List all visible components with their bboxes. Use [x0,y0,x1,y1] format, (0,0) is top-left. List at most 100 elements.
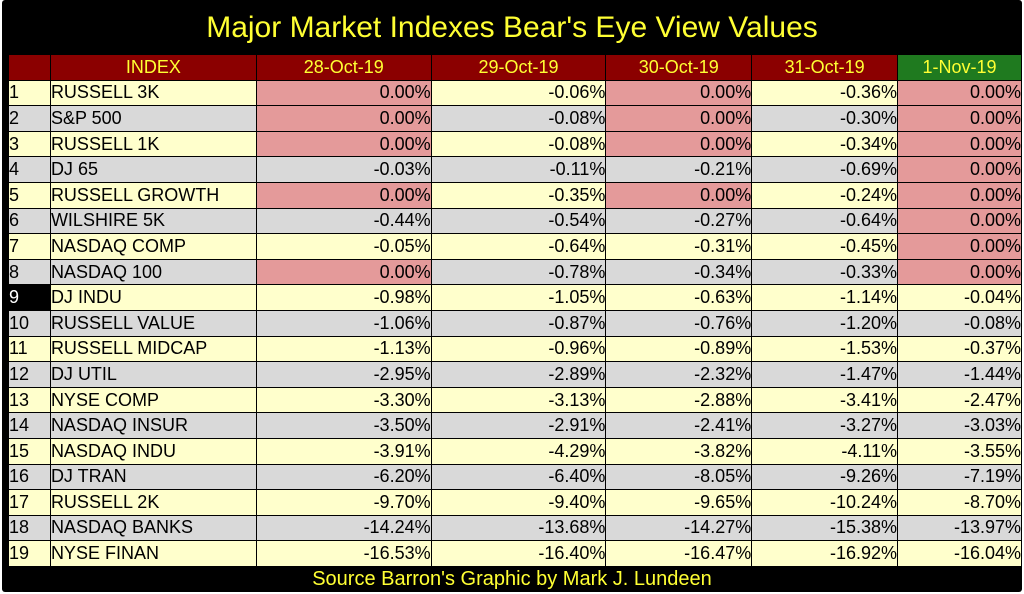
value-cell: 0.00% [255,181,432,209]
table-row: 18 NASDAQ BANKS -14.24% -13.68% -14.27% -15.3… [8,514,1022,542]
value-cell: -0.37% [897,335,1022,363]
chart-title: Major Market Indexes Bear's Eye View Val… [206,11,818,44]
value-cell: -10.24% [751,489,899,516]
source-footer: Source Barron's Graphic by Mark J. Lunde… [312,568,712,590]
header-row: INDEX 28-Oct-19 29-Oct-19 30-Oct-19 31-O… [8,54,1022,81]
value-cell: -16.40% [430,540,607,567]
table-row: 4 DJ 65 -0.03% -0.11% -0.21% -0.69% 0.00% [8,156,1022,183]
value-cell: 0.00% [897,105,1022,132]
value-cell: -3.91% [255,437,432,465]
value-cell: -9.70% [255,489,432,516]
value-cell: -1.06% [255,309,432,337]
value-cell: -0.21% [605,156,753,183]
index-name: WILSHIRE 5K [49,207,257,235]
value-cell: -16.04% [897,540,1022,567]
value-cell: -16.92% [751,540,899,567]
table-row: 13 NYSE COMP -3.30% -3.13% -2.88% -3.41% -2.47… [8,386,1022,414]
value-cell: -3.50% [255,412,432,439]
row-rank: 4 [8,156,51,183]
value-cell: -15.38% [751,514,899,542]
value-cell: -0.04% [897,284,1022,311]
value-cell: -3.55% [897,437,1022,465]
index-name: NASDAQ COMP [49,233,257,260]
index-name: S&P 500 [49,105,257,132]
row-rank: 10 [8,309,51,337]
row-rank: 15 [8,437,51,465]
value-cell: 0.00% [605,79,753,107]
value-cell: 0.00% [255,130,432,158]
table-row: 10 RUSSELL VALUE -1.06% -0.87% -0.76% -1.20% -… [8,309,1022,337]
table-row: 7 NASDAQ COMP -0.05% -0.64% -0.31% -0.45% 0.00… [8,233,1022,260]
value-cell: -0.34% [751,130,899,158]
value-cell: -9.26% [751,463,899,491]
value-cell: -0.33% [751,258,899,286]
index-name: DJ 65 [49,156,257,183]
index-name: NYSE COMP [49,386,257,414]
row-rank: 11 [8,335,51,363]
value-cell: -7.19% [897,463,1022,491]
value-cell: -8.70% [897,489,1022,516]
value-cell: -2.91% [430,412,607,439]
table-row: 15 NASDAQ INDU -3.91% -4.29% -3.82% -4.11% -3.… [8,437,1022,465]
value-cell: -2.88% [605,386,753,414]
value-cell: -0.24% [751,181,899,209]
value-cell: -0.54% [430,207,607,235]
table-row: 8 NASDAQ 100 0.00% -0.78% -0.34% -0.33% 0.00% [8,258,1022,286]
value-cell: -0.76% [605,309,753,337]
index-name: RUSSELL 2K [49,489,257,516]
value-cell: -0.87% [430,309,607,337]
value-cell: -3.82% [605,437,753,465]
table-row: 12 DJ UTIL -2.95% -2.89% -2.32% -1.47% -1.44% [8,361,1022,388]
value-cell: -3.41% [751,386,899,414]
index-name: RUSSELL 1K [49,130,257,158]
value-cell: -0.45% [751,233,899,260]
value-cell: -0.35% [430,181,607,209]
value-cell: -6.20% [255,463,432,491]
row-rank: 7 [8,233,51,260]
index-name: DJ TRAN [49,463,257,491]
table-row: 2 S&P 500 0.00% -0.08% 0.00% -0.30% 0.00% [8,105,1022,132]
value-cell: -8.05% [605,463,753,491]
value-cell: -0.06% [430,79,607,107]
row-rank: 16 [8,463,51,491]
index-name: NYSE FINAN [49,540,257,567]
value-cell: -0.30% [751,105,899,132]
header-date: 30-Oct-19 [605,54,753,81]
header-date-latest: 1-Nov-19 [897,54,1022,81]
table-row: 17 RUSSELL 2K -9.70% -9.40% -9.65% -10.24% -8.… [8,489,1022,516]
table-row: 9 DJ INDU -0.98% -1.05% -0.63% -1.14% -0.04% [8,284,1022,311]
value-cell: -0.31% [605,233,753,260]
value-cell: -13.68% [430,514,607,542]
index-name: DJ UTIL [49,361,257,388]
index-name: NASDAQ INDU [49,437,257,465]
value-cell: -0.64% [430,233,607,260]
header-date: 31-Oct-19 [751,54,899,81]
value-cell: -0.36% [751,79,899,107]
value-cell: -4.11% [751,437,899,465]
value-cell: -1.13% [255,335,432,363]
value-cell: -0.78% [430,258,607,286]
index-name: RUSSELL VALUE [49,309,257,337]
row-rank: 12 [8,361,51,388]
value-cell: -0.27% [605,207,753,235]
value-cell: -0.96% [430,335,607,363]
index-name: RUSSELL GROWTH [49,181,257,209]
table-row: 14 NASDAQ INSUR -3.50% -2.91% -2.41% -3.27% -3… [8,412,1022,439]
row-rank: 18 [8,514,51,542]
index-name: NASDAQ BANKS [49,514,257,542]
value-cell: -1.53% [751,335,899,363]
value-cell: -0.03% [255,156,432,183]
row-rank: 17 [8,489,51,516]
value-cell: -0.08% [430,130,607,158]
value-cell: -3.03% [897,412,1022,439]
table-row: 6 WILSHIRE 5K -0.44% -0.54% -0.27% -0.64% 0.00… [8,207,1022,235]
header-date: 28-Oct-19 [255,54,432,81]
value-cell: -0.08% [430,105,607,132]
row-rank: 6 [8,207,51,235]
index-name: RUSSELL MIDCAP [49,335,257,363]
row-rank: 1 [8,79,51,107]
index-name: NASDAQ INSUR [49,412,257,439]
table-row: 19 NYSE FINAN -16.53% -16.40% -16.47% -16.92%… [8,540,1022,567]
value-cell: -1.20% [751,309,899,337]
